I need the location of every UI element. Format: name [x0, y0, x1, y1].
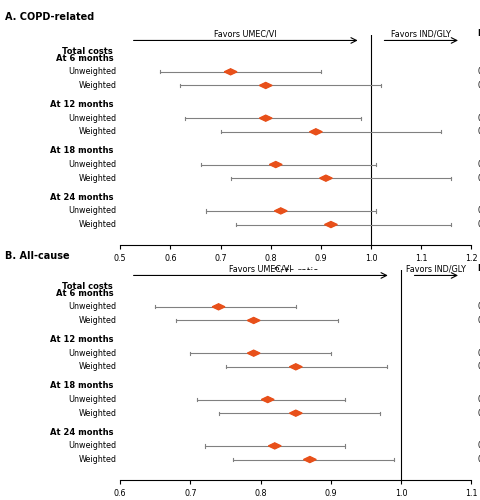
Text: 0.79 (0.63, 0.98); p=0.0315: 0.79 (0.63, 0.98); p=0.0315 [478, 114, 480, 122]
Text: Weighted: Weighted [79, 81, 117, 90]
Polygon shape [269, 162, 281, 168]
Polygon shape [319, 175, 332, 181]
Text: At 6 months: At 6 months [56, 288, 113, 298]
Text: Rate ratio (95% CI), p-value: Rate ratio (95% CI), p-value [478, 264, 480, 274]
Text: Unweighted: Unweighted [69, 160, 117, 169]
Text: 0.87 (0.76, 0.99); p=0.0372: 0.87 (0.76, 0.99); p=0.0372 [478, 455, 480, 464]
Polygon shape [259, 82, 272, 88]
Text: 0.82 (0.72, 0.92); p=0.0014: 0.82 (0.72, 0.92); p=0.0014 [478, 442, 480, 450]
Text: 0.81 (0.66, 1.01); p=0.0576: 0.81 (0.66, 1.01); p=0.0576 [478, 160, 480, 169]
Text: Favors UMEC/VI: Favors UMEC/VI [229, 264, 291, 274]
Text: 0.81 (0.71, 0.92); p=0.0010: 0.81 (0.71, 0.92); p=0.0010 [478, 395, 480, 404]
Polygon shape [224, 69, 237, 75]
Text: 0.85 (0.75, 0.98); p=0.0247: 0.85 (0.75, 0.98); p=0.0247 [478, 362, 480, 372]
Polygon shape [274, 208, 287, 214]
Text: Unweighted: Unweighted [69, 442, 117, 450]
Text: At 24 months: At 24 months [49, 428, 113, 437]
Text: Total costs: Total costs [62, 282, 113, 291]
Polygon shape [247, 350, 260, 356]
Polygon shape [289, 410, 301, 416]
Text: 0.74 (0.65, 0.85); p<0.0001: 0.74 (0.65, 0.85); p<0.0001 [478, 302, 480, 312]
Text: At 12 months: At 12 months [49, 335, 113, 344]
Polygon shape [247, 318, 260, 324]
Text: 0.91 (0.72, 1.16); p=0.4504: 0.91 (0.72, 1.16); p=0.4504 [478, 174, 480, 182]
Text: Unweighted: Unweighted [69, 395, 117, 404]
Polygon shape [212, 304, 225, 310]
Polygon shape [309, 129, 322, 135]
Polygon shape [268, 443, 280, 449]
Polygon shape [261, 396, 274, 402]
Text: At 12 months: At 12 months [49, 100, 113, 109]
Text: 0.79 (0.70, 0.90); p=0.0005: 0.79 (0.70, 0.90); p=0.0005 [478, 348, 480, 358]
Text: 0.79 (0.68, 0.91); p=0.0017: 0.79 (0.68, 0.91); p=0.0017 [478, 316, 480, 325]
Text: Rate ratio (95% CI), p-value: Rate ratio (95% CI), p-value [478, 30, 480, 38]
Text: Total costs: Total costs [62, 47, 113, 56]
Text: Weighted: Weighted [79, 316, 117, 325]
Text: Favors IND/GLY: Favors IND/GLY [406, 264, 465, 274]
Text: Weighted: Weighted [79, 174, 117, 182]
Text: Weighted: Weighted [79, 220, 117, 229]
Text: 0.85 (0.74, 0.97); p=0.0177: 0.85 (0.74, 0.97); p=0.0177 [478, 408, 480, 418]
Text: At 6 months: At 6 months [56, 54, 113, 62]
Text: 0.89 (0.70, 1.14); p=0.3698: 0.89 (0.70, 1.14); p=0.3698 [478, 128, 480, 136]
X-axis label: Rate ratio: Rate ratio [273, 267, 317, 276]
Text: B. All-cause: B. All-cause [5, 251, 69, 261]
Text: Unweighted: Unweighted [69, 206, 117, 216]
Polygon shape [324, 222, 336, 228]
Text: Unweighted: Unweighted [69, 68, 117, 76]
Text: Favors IND/GLY: Favors IND/GLY [390, 30, 450, 38]
Text: At 18 months: At 18 months [50, 382, 113, 390]
Text: Weighted: Weighted [79, 362, 117, 372]
Text: At 24 months: At 24 months [49, 193, 113, 202]
Text: Unweighted: Unweighted [69, 348, 117, 358]
Text: Weighted: Weighted [79, 408, 117, 418]
Text: 0.92 (0.73, 1.16); p=0.4967: 0.92 (0.73, 1.16); p=0.4967 [478, 220, 480, 229]
Text: Unweighted: Unweighted [69, 114, 117, 122]
Text: At 18 months: At 18 months [50, 146, 113, 156]
Text: 0.72 (0.58, 0.90); p=0.0040: 0.72 (0.58, 0.90); p=0.0040 [478, 68, 480, 76]
Polygon shape [259, 115, 272, 121]
Text: Weighted: Weighted [79, 128, 117, 136]
Text: Weighted: Weighted [79, 455, 117, 464]
Polygon shape [303, 456, 315, 462]
Text: Favors UMEC/VI: Favors UMEC/VI [214, 30, 276, 38]
Text: Unweighted: Unweighted [69, 302, 117, 312]
Text: A. COPD-related: A. COPD-related [5, 12, 94, 22]
Text: 0.79 (0.62, 1.02); p=0.0736: 0.79 (0.62, 1.02); p=0.0736 [478, 81, 480, 90]
Text: 0.82 (0.67, 1.01); p=0.0626: 0.82 (0.67, 1.01); p=0.0626 [478, 206, 480, 216]
Polygon shape [289, 364, 301, 370]
